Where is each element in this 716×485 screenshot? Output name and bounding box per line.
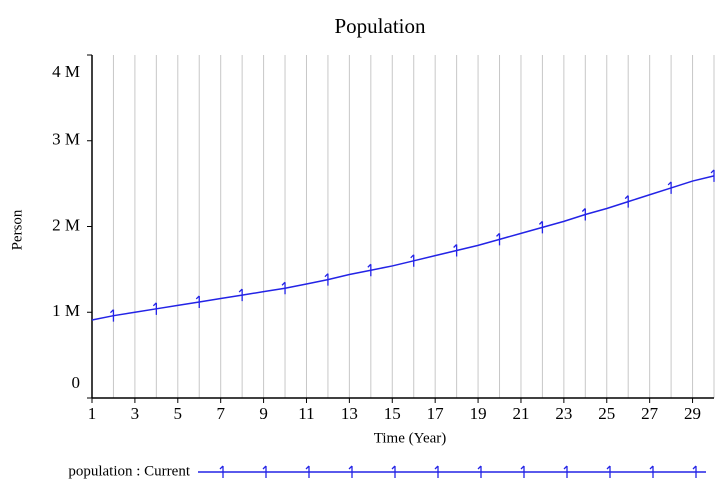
x-tick-label: 17 [427,404,445,423]
y-tick-label: 4 M [52,62,80,81]
x-tick-label: 15 [384,404,401,423]
y-tick-label: 3 M [52,130,80,149]
chart-title: Population [334,14,426,38]
x-tick-label: 3 [131,404,140,423]
x-tick-label: 9 [259,404,268,423]
x-tick-label: 27 [641,404,659,423]
x-tick-label: 7 [216,404,225,423]
x-tick-label: 21 [512,404,529,423]
x-tick-label: 25 [598,404,615,423]
y-tick-label: 1 M [52,301,80,320]
x-tick-label: 5 [174,404,183,423]
x-tick-label: 11 [298,404,314,423]
x-axis-label: Time (Year) [374,430,447,446]
y-axis-label: Person [9,209,25,250]
y-tick-label: 0 [72,373,81,392]
series-line [92,176,714,320]
x-tick-label: 23 [555,404,572,423]
x-tick-label: 19 [470,404,487,423]
x-tick-label: 1 [88,404,97,423]
legend-label: population : Current [68,463,190,479]
y-tick-label: 2 M [52,215,80,234]
x-tick-label: 13 [341,404,358,423]
x-tick-label: 29 [684,404,701,423]
chart: Population Time (Year) Person 1357911131… [0,0,716,485]
